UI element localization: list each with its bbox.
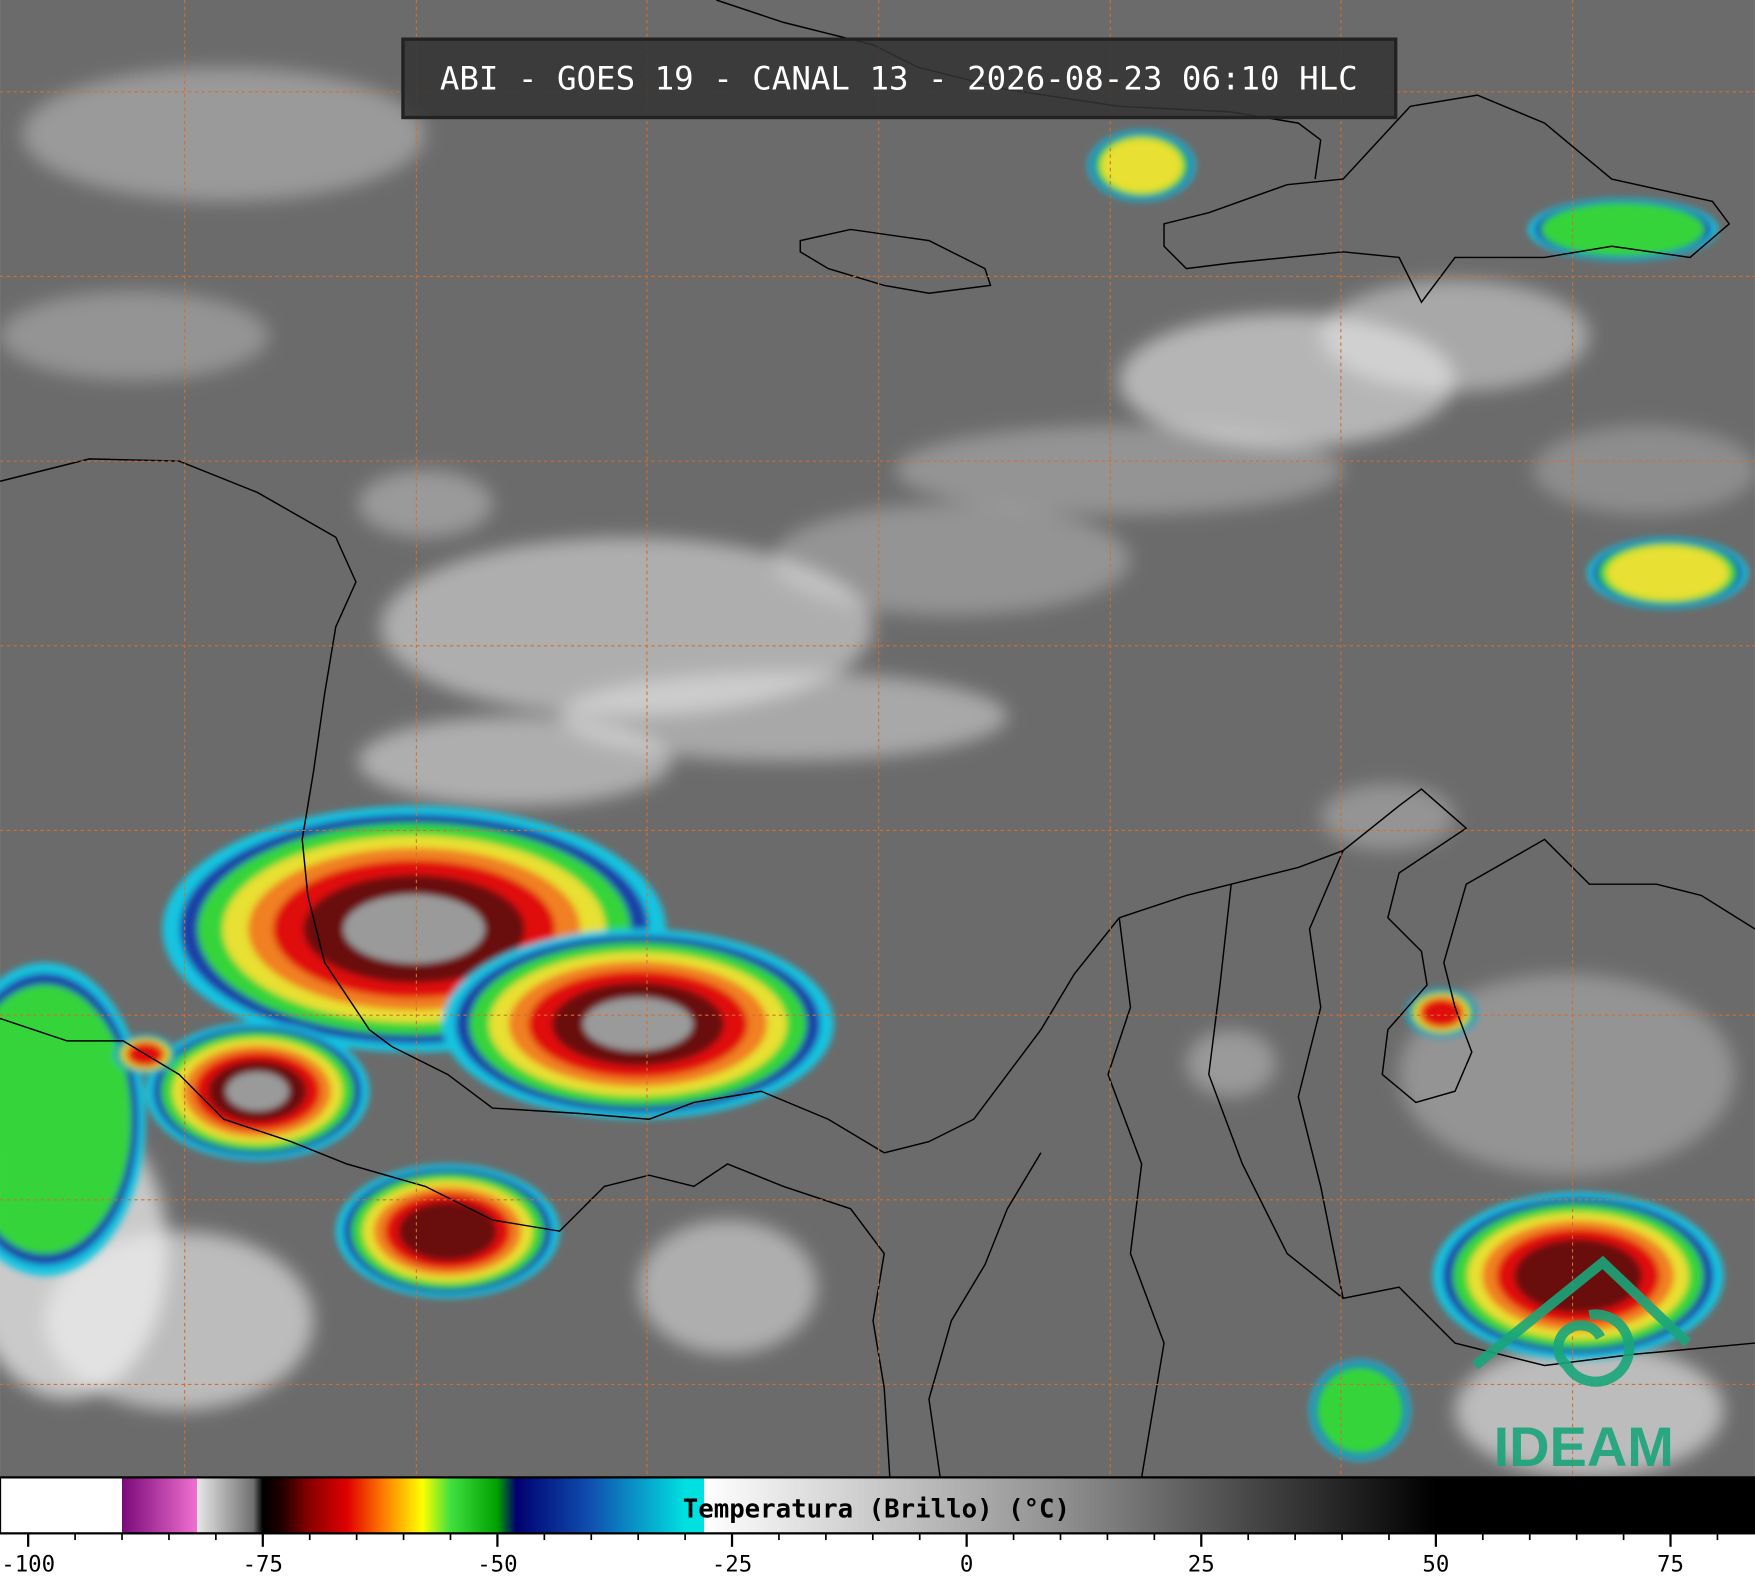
cloud — [1533, 425, 1755, 515]
lat-lon-grid — [0, 0, 1755, 1478]
colorbar: Temperatura (Brillo) (°C) -100 -75 -50 -25 0… — [0, 1476, 1755, 1577]
logo: IDEAM — [1472, 1255, 1692, 1478]
tick-label: 0 — [960, 1551, 973, 1577]
cloud — [895, 425, 1344, 515]
cloud — [358, 470, 493, 538]
storm-layer — [398, 1201, 497, 1261]
tick-label: -100 — [1, 1551, 55, 1577]
cloud — [772, 503, 1131, 616]
storm-layer — [343, 894, 485, 964]
logo-text: IDEAM — [1494, 1415, 1674, 1478]
storm-layer — [1100, 138, 1183, 193]
title: ABI - GOES 19 - CANAL 13 - 2026-08-23 06… — [440, 60, 1358, 98]
storm-layer — [1421, 999, 1462, 1027]
storm-layer — [226, 1071, 289, 1111]
tick-label: -75 — [243, 1551, 283, 1577]
cloud — [44, 1231, 314, 1411]
coastlines — [0, 0, 1755, 1478]
cloud — [0, 291, 269, 381]
tick-label: 25 — [1188, 1551, 1215, 1577]
cloud — [1399, 973, 1735, 1176]
storm-layer — [0, 984, 132, 1254]
cloud — [1186, 1029, 1276, 1097]
cloud — [1455, 1343, 1724, 1478]
logo-roof — [1472, 1255, 1692, 1370]
storm-layer — [1541, 202, 1705, 257]
tick-label: -25 — [712, 1551, 752, 1577]
storm-layer — [1316, 1366, 1404, 1454]
tick-label: -50 — [477, 1551, 517, 1577]
map: IDEAM — [0, 0, 1755, 1478]
cloud — [22, 67, 426, 202]
logo-spiral — [1553, 1309, 1635, 1387]
tick-label: 75 — [1657, 1551, 1684, 1577]
title-box — [401, 37, 1398, 120]
colorbar-label: Temperatura (Brillo) (°C) — [683, 1495, 1070, 1525]
cloud — [559, 671, 1008, 762]
cloud — [1320, 783, 1456, 851]
clouds — [0, 67, 1755, 1478]
tick-label: 50 — [1422, 1551, 1449, 1577]
cloud — [380, 537, 874, 717]
cloud — [637, 1219, 818, 1355]
cloud — [1320, 279, 1590, 392]
storm-layer — [583, 997, 693, 1051]
colorbar-ramp — [0, 1476, 1755, 1535]
storm-layer — [1606, 545, 1729, 601]
cloud — [358, 716, 672, 806]
